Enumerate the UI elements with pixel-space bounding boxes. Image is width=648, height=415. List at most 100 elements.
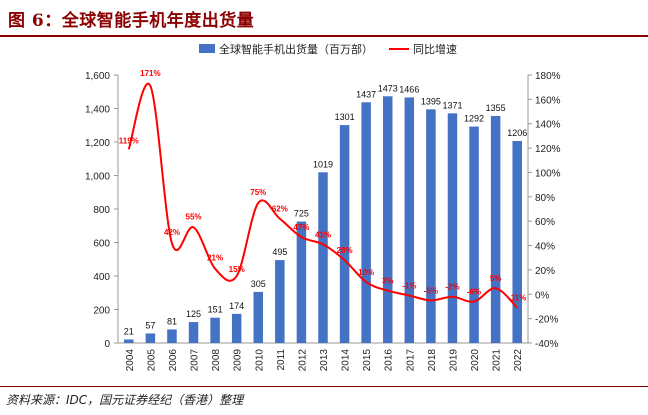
x-axis-tick-label: 2013 — [319, 349, 330, 372]
left-axis-tick-label: 200 — [93, 306, 110, 317]
left-axis-tick-label: 0 — [104, 339, 110, 350]
bar — [512, 140, 522, 343]
x-axis-tick-label: 2012 — [297, 349, 308, 372]
x-axis-tick-label: 2006 — [168, 349, 179, 372]
shipments-chart: 全球智能手机出货量（百万部） 同比增速 0 200 400 600 800 1,000 1,2… — [85, 42, 561, 371]
right-axis-tick-label: 120% — [535, 144, 561, 155]
x-axis-tick-label: 2014 — [341, 349, 352, 372]
bar — [210, 317, 220, 343]
bar — [124, 339, 134, 343]
left-axis-tick-label: 1,400 — [85, 105, 110, 116]
bar-value-label: 1019 — [313, 159, 333, 169]
bar-value-label: 174 — [229, 301, 244, 311]
right-axis-tick-label: -20% — [535, 315, 558, 326]
growth-value-label: 28% — [337, 246, 353, 255]
x-axis-tick-label: 2005 — [146, 349, 157, 372]
growth-value-label: 55% — [186, 212, 202, 221]
right-axis-tick-label: 20% — [535, 266, 555, 277]
figure-title: 图 6：全球智能手机年度出货量 — [8, 11, 255, 31]
legend-line-label: 同比增速 — [413, 42, 457, 56]
bar — [382, 96, 393, 344]
growth-value-label: 42% — [164, 228, 180, 237]
growth-value-label: -2% — [445, 283, 459, 292]
bar-value-label: 1395 — [421, 96, 441, 106]
bar-value-label: 305 — [251, 279, 266, 289]
bar — [361, 102, 371, 344]
bar-value-label: 1437 — [356, 89, 376, 99]
growth-value-label: 41% — [315, 230, 331, 239]
bar — [231, 313, 242, 343]
bar — [318, 172, 328, 343]
bar-value-label: 1466 — [399, 84, 419, 94]
right-axis-tick-label: 40% — [535, 242, 555, 253]
growth-value-label: 47% — [293, 223, 309, 232]
right-axis-tick-label: 0% — [535, 290, 550, 301]
bar-value-label: 725 — [294, 209, 309, 219]
bar-value-label: 1301 — [335, 112, 355, 122]
growth-value-label: 171% — [140, 69, 160, 78]
x-axis-tick-label: 2004 — [125, 349, 136, 372]
bar — [167, 329, 177, 343]
x-axis-tick-label: 2010 — [254, 349, 265, 372]
bar — [188, 322, 199, 343]
bar — [426, 109, 436, 344]
growth-value-label: -5% — [424, 286, 438, 295]
bar-value-label: 21 — [124, 326, 134, 336]
bar-value-label: 151 — [208, 305, 223, 315]
bar-value-label: 1292 — [464, 114, 484, 124]
bar — [145, 333, 156, 343]
x-axis-tick-label: 2020 — [470, 349, 481, 372]
right-axis-tick-label: -40% — [535, 339, 558, 350]
right-axis-tick-label: 60% — [535, 217, 555, 228]
bar — [296, 221, 307, 343]
bar — [339, 125, 350, 344]
right-axis-tick-label: 80% — [535, 193, 555, 204]
bar-value-label: 1371 — [442, 100, 462, 110]
bar-value-label: 1473 — [378, 83, 398, 93]
x-axis-tick-label: 2009 — [233, 349, 244, 372]
x-axis-tick-label: 2022 — [513, 349, 524, 372]
x-axis-tick-label: 2016 — [384, 349, 395, 372]
x-axis-tick-label: 2019 — [448, 349, 459, 372]
bar-series: 21 57 81 125 151 174 305 495 725 1019 1301 14371473… — [124, 83, 527, 344]
growth-value-label: 3% — [382, 277, 394, 286]
chart-legend: 全球智能手机出货量（百万部） 同比增速 — [199, 42, 457, 56]
left-axis-tick-label: 600 — [93, 239, 110, 250]
chart-axes: 0 200 400 600 800 1,000 1,200 1,400 1,600 -40% -20… — [85, 71, 561, 371]
growth-value-label: -11% — [508, 294, 526, 303]
right-axis-tick-label: 160% — [535, 95, 561, 106]
bar — [275, 260, 285, 343]
x-axis-tick-label: 2015 — [362, 349, 373, 372]
left-axis-tick-label: 1,600 — [85, 71, 110, 82]
bar-value-label: 81 — [167, 316, 177, 326]
x-axis-tick-label: 2018 — [427, 349, 438, 372]
left-axis-tick-label: 800 — [93, 205, 110, 216]
x-axis-tick-label: 2008 — [211, 349, 222, 372]
growth-value-label: 5% — [490, 274, 502, 283]
right-axis-tick-label: 140% — [535, 120, 561, 131]
bar-value-label: 1206 — [507, 128, 527, 138]
right-axis-tick-label: 100% — [535, 168, 561, 179]
legend-bar-label: 全球智能手机出货量（百万部） — [219, 42, 373, 56]
x-axis-tick-label: 2007 — [190, 349, 201, 372]
bar — [469, 126, 479, 343]
growth-line-path — [127, 82, 518, 309]
source-divider — [0, 386, 648, 387]
bar-value-label: 57 — [145, 320, 155, 330]
bar — [404, 97, 415, 343]
line-series: 119% 171% 42% 55% 21% 15% 75% 62% 47% 41% 28% 10% 3%… — [119, 69, 526, 309]
left-axis-tick-label: 400 — [93, 272, 110, 283]
bar — [447, 113, 458, 343]
bar — [490, 116, 501, 343]
bar-value-label: 125 — [186, 309, 201, 319]
growth-value-label: 119% — [119, 136, 139, 145]
growth-value-label: 21% — [207, 254, 223, 263]
left-axis-tick-label: 1,000 — [85, 172, 110, 183]
x-axis-tick-label: 2011 — [276, 349, 287, 371]
left-axis-tick-label: 1,200 — [85, 138, 110, 149]
x-axis-tick-label: 2017 — [405, 349, 416, 372]
title-divider — [0, 35, 648, 37]
growth-value-label: -6% — [467, 288, 481, 297]
source-note: 资料来源：IDC，国元证券经纪（香港）整理 — [6, 393, 244, 407]
legend-bar-swatch — [199, 44, 215, 53]
